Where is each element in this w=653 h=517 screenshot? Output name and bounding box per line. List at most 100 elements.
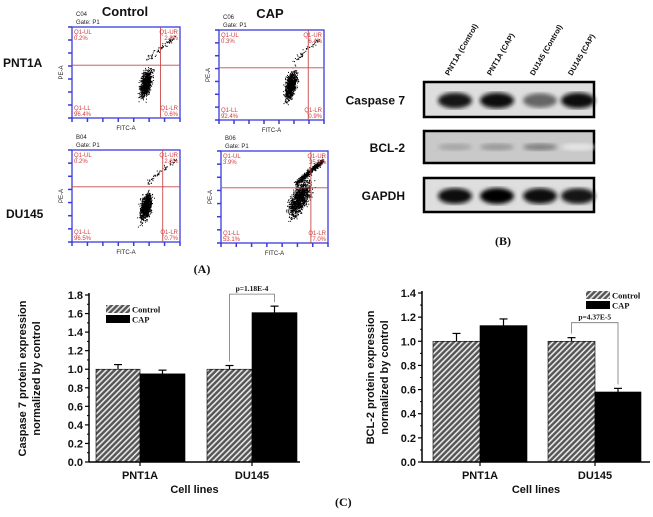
y-tick-label: 1.0	[401, 336, 416, 348]
col-header-cap: CAP	[256, 6, 284, 21]
blot-caspase-7: Caspase 7	[346, 80, 596, 119]
scatter-events	[137, 159, 177, 228]
protein-band	[523, 188, 557, 204]
gate-label: Gate: P1	[76, 20, 100, 26]
quadrant-ur-value: 35.9%	[309, 160, 327, 166]
p-value-annotation: p=1.18E-4	[236, 284, 269, 293]
quadrant-ll-value: 96.4%	[74, 112, 92, 118]
protein-band	[480, 92, 514, 109]
bar-cap-du145	[251, 312, 298, 463]
protein-band	[561, 92, 595, 109]
quadrant-ll-value: 53.1%	[223, 237, 241, 243]
y-tick-label: 0.0	[401, 457, 416, 469]
quadrant-ll-name: Q1-LL	[74, 106, 91, 112]
gate-label: Gate: P1	[76, 143, 100, 149]
significance-bracket	[571, 322, 619, 385]
x-axis-label: Cell lines	[170, 484, 218, 496]
y-tick-label: 1.4	[401, 288, 417, 300]
quadrant-lr-name: Q1-LR	[160, 230, 178, 236]
y-tick-label: 1.8	[68, 290, 83, 302]
y-tick-label: 0.8	[68, 383, 83, 395]
quadrant-lr-value: 7.0%	[312, 237, 326, 243]
quadrant-ll-name: Q1-LL	[74, 230, 91, 236]
caspase7-bar-chart: 0.0 0.2 0.4 0.6 0.8 1.0 1.2 1.4 1.6 1.8 PNT1A DU145…	[17, 284, 300, 496]
x-axis-label: FITC-A	[116, 126, 135, 132]
panel-b-label: (B)	[495, 234, 511, 248]
quadrant-lr-value: 0.6%	[164, 112, 178, 118]
panel-a-label: (A)	[194, 262, 211, 276]
quadrant-ul-name: Q1-UL	[221, 33, 239, 39]
y-axis-label: PE-A	[59, 189, 65, 203]
legend-swatch-cap	[586, 301, 610, 309]
quadrant-ur-value: 2.8%	[164, 36, 178, 42]
gate-label: Gate: P1	[225, 144, 249, 150]
blot-gapdh: GAPDH	[362, 176, 596, 214]
y-tick-label: 0.8	[401, 360, 416, 372]
x-tick-label: DU145	[235, 470, 269, 482]
quadrant-ur-value: 6.4%	[308, 39, 322, 45]
scatter-events	[137, 35, 176, 103]
y-tick-label: 1.4	[68, 327, 84, 339]
quadrant-ul-value: 0.2%	[74, 36, 88, 42]
x-tick-label: PNT1A	[462, 470, 498, 482]
quadrant-lr-name: Q1-LR	[308, 231, 326, 237]
plot-frame	[71, 26, 181, 119]
col-header-control: Control	[102, 4, 148, 19]
row-header-du145: DU145	[6, 207, 44, 221]
lane-label: PNT1A (CAP)	[485, 31, 517, 77]
y-tick-label: 0.2	[68, 438, 83, 450]
plot-frame	[71, 149, 181, 243]
quadrant-lr-name: Q1-LR	[304, 108, 322, 114]
y-axis-label: BCL-2 protein expression normalized by co…	[365, 310, 391, 444]
protein-band	[438, 92, 472, 109]
y-tick-label: 1.2	[401, 312, 416, 324]
y-axis-label: Caspase 7 protein expression normalized b…	[17, 300, 43, 456]
lane-label: DU145 (Control)	[528, 23, 565, 77]
blot-label: BCL-2	[370, 141, 406, 155]
y-tick-label: 0.2	[401, 433, 416, 445]
quadrant-ur-value: 2.6%	[164, 159, 178, 165]
quadrant-ur-name: Q1-UR	[307, 154, 326, 160]
protein-band	[523, 143, 557, 151]
protein-band	[561, 188, 595, 204]
sample-id: B04	[76, 135, 87, 141]
panel-c-label: (C)	[335, 495, 352, 509]
legend-swatch-control	[586, 291, 610, 299]
protein-band	[480, 188, 514, 204]
y-tick-label: 0.4	[401, 409, 417, 421]
quadrant-lr-name: Q1-LR	[160, 106, 178, 112]
y-tick-label: 0.6	[401, 385, 416, 397]
scatter-events	[286, 157, 325, 222]
y-tick-label: 0.4	[68, 420, 84, 432]
scatter-events	[283, 39, 320, 106]
gate-label: Gate: P1	[223, 23, 247, 29]
quadrant-ur-name: Q1-UR	[159, 30, 178, 36]
significance-bracket	[229, 293, 275, 362]
protein-band	[438, 188, 472, 204]
bar-cap-pnt1a	[139, 373, 186, 463]
lane-label: PNT1A (Control)	[443, 22, 480, 77]
y-tick-label: 1.6	[68, 309, 83, 321]
y-tick-label: 1.2	[68, 346, 83, 358]
protein-band	[438, 143, 472, 151]
quadrant-ll-value: 96.5%	[74, 236, 92, 242]
quadrant-ul-name: Q1-UL	[74, 30, 92, 36]
protein-band	[523, 93, 557, 108]
quadrant-ll-value: 92.4%	[221, 114, 239, 120]
quadrant-ul-value: 0.3%	[221, 39, 235, 45]
protein-band	[561, 143, 595, 151]
quadrant-ll-name: Q1-LL	[221, 108, 238, 114]
y-tick-label: 0.6	[68, 401, 83, 413]
bcl2-bar-chart: 0.0 0.2 0.4 0.6 0.8 1.0 1.2 1.4 PNT1A DU145 Cell l…	[365, 288, 650, 496]
p-value-annotation: p=4.37E-5	[578, 313, 611, 322]
legend-label: Control	[612, 291, 641, 301]
bar-control-du145	[206, 368, 253, 463]
legend-label: Control	[132, 305, 161, 315]
quadrant-ul-value: 3.9%	[223, 160, 237, 166]
x-axis-label: FITC-A	[265, 251, 284, 257]
sample-id: C04	[76, 12, 88, 18]
legend-swatch-cap	[106, 315, 130, 323]
y-axis-label: PE-A	[206, 68, 212, 82]
